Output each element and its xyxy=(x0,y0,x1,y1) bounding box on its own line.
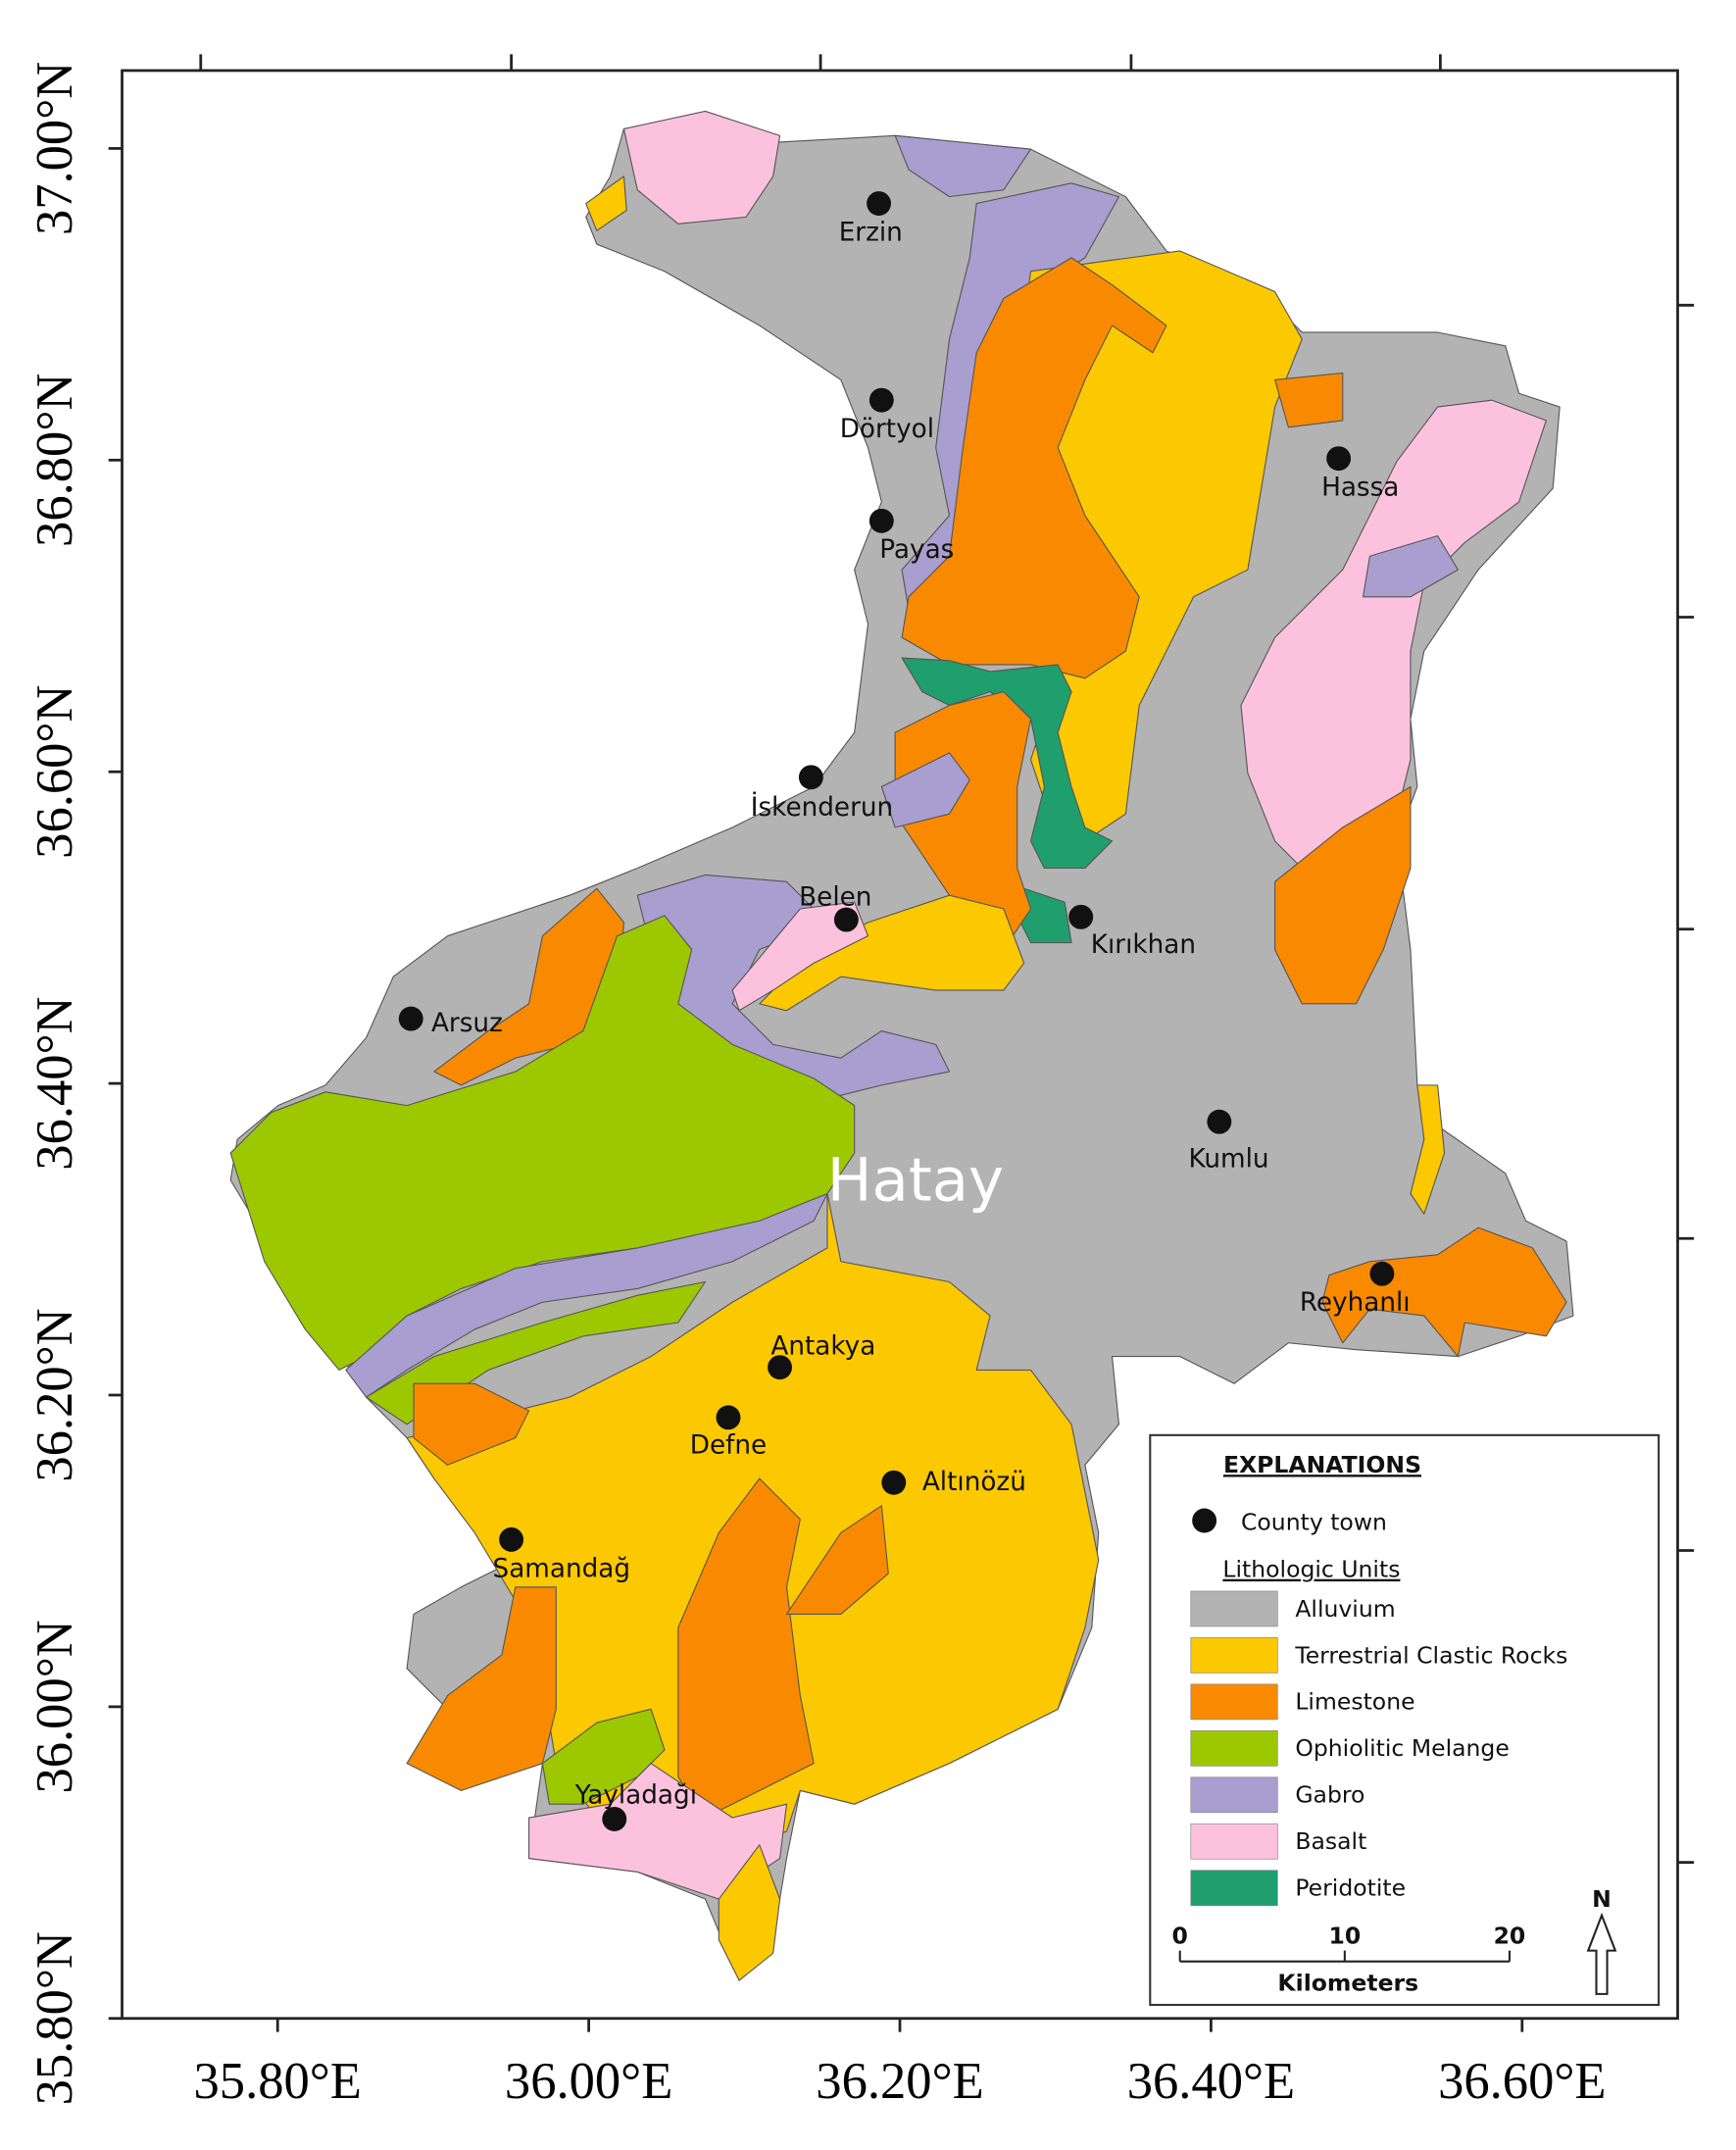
x-tick-label: 36.60°E xyxy=(1438,2053,1606,2110)
town-label: Antakya xyxy=(770,1331,875,1361)
scale-label: 20 xyxy=(1494,1922,1526,1949)
lithology-unit xyxy=(1274,372,1344,428)
legend-title: EXPLANATIONS xyxy=(1223,1451,1421,1478)
lithology-unit xyxy=(894,134,1032,198)
legend-label: Ophiolitic Melange xyxy=(1295,1734,1509,1762)
lithology-unit xyxy=(901,257,1167,679)
town-dot xyxy=(881,1470,907,1495)
legend-label: Terrestrial Clastic Rocks xyxy=(1294,1641,1567,1669)
legend-swatch xyxy=(1190,1683,1278,1721)
north-label: N xyxy=(1592,1885,1612,1913)
legend-swatch xyxy=(1190,1776,1278,1814)
town-label: Payas xyxy=(879,535,954,565)
town-label: Defne xyxy=(690,1430,767,1460)
lithology-unit xyxy=(894,691,1032,951)
y-tick-label: 36.20°N xyxy=(26,1308,83,1481)
region-label: Hatay xyxy=(827,1145,1004,1215)
lithology-unit xyxy=(413,1382,530,1466)
lithology-unit xyxy=(1362,534,1459,598)
legend-town-label: County town xyxy=(1241,1508,1387,1535)
town-label: Hassa xyxy=(1321,474,1399,503)
x-tick-label: 36.40°E xyxy=(1127,2053,1295,2110)
legend-swatch xyxy=(1190,1823,1278,1860)
x-tick-label: 35.80°E xyxy=(194,2053,362,2110)
town-dot xyxy=(1326,446,1352,472)
town-dot xyxy=(1207,1109,1232,1134)
town-dot xyxy=(1068,904,1094,929)
town-label: Kumlu xyxy=(1188,1144,1268,1174)
legend-label: Alluvium xyxy=(1295,1595,1395,1623)
legend-swatch xyxy=(1190,1637,1278,1674)
lithology-unit xyxy=(1410,1084,1446,1215)
y-tick-label: 37.00°N xyxy=(26,62,83,235)
north-arrow xyxy=(1586,1912,1617,1995)
x-tick-label: 36.00°E xyxy=(505,2053,672,2110)
scale-label: 10 xyxy=(1328,1922,1361,1949)
town-dot xyxy=(602,1806,627,1831)
town-label: Arsuz xyxy=(431,1009,503,1038)
lithology-unit xyxy=(731,901,869,1012)
town-dot xyxy=(867,191,892,216)
town-label: Erzin xyxy=(839,218,903,247)
legend-units-title: Lithologic Units xyxy=(1222,1556,1400,1583)
legend-label: Gabro xyxy=(1295,1781,1364,1809)
y-tick-label: 36.00°N xyxy=(26,1620,83,1793)
legend-swatch xyxy=(1190,1870,1278,1907)
lithology-unit xyxy=(880,752,970,828)
x-tick-label: 36.20°E xyxy=(816,2053,983,2110)
town-dot xyxy=(499,1526,524,1552)
town-label: Kırıkhan xyxy=(1091,930,1196,960)
lithology-unit xyxy=(585,175,627,231)
scale-unit: Kilometers xyxy=(1277,1970,1418,1997)
legend-town-dot xyxy=(1192,1508,1217,1533)
lithology-unit xyxy=(622,110,781,225)
legend-box xyxy=(1149,1433,1661,2006)
lithology-layer xyxy=(229,110,1574,1981)
lithology-unit xyxy=(901,657,1114,870)
y-tick-label: 36.60°N xyxy=(26,685,83,859)
lithology-unit xyxy=(345,1193,828,1398)
town-label: Altınözü xyxy=(922,1468,1026,1497)
y-tick-label: 35.80°N xyxy=(26,1931,83,2105)
town-dot xyxy=(833,907,859,932)
town-dot xyxy=(798,765,823,790)
lithology-unit xyxy=(1321,1226,1567,1358)
town-label: İskenderun xyxy=(751,791,893,823)
town-label: Samandağ xyxy=(493,1554,631,1583)
town-dot xyxy=(868,508,894,533)
legend-label: Basalt xyxy=(1295,1827,1366,1855)
legend-swatch xyxy=(1190,1590,1278,1627)
town-dot xyxy=(868,387,894,413)
lithology-unit xyxy=(718,1844,781,1981)
lithology-unit xyxy=(1274,785,1412,1005)
y-tick-label: 36.40°N xyxy=(26,996,83,1170)
legend-label: Peridotite xyxy=(1295,1875,1406,1902)
town-dot xyxy=(768,1355,793,1380)
town-label: Yayladağı xyxy=(574,1780,697,1810)
lithology-unit xyxy=(406,1586,557,1791)
town-dot xyxy=(398,1006,423,1031)
legend-swatch xyxy=(1190,1729,1278,1767)
legend-label: Limestone xyxy=(1295,1688,1414,1716)
town-label: Dörtyol xyxy=(840,415,934,444)
lithology-unit xyxy=(528,1763,788,1900)
scale-label: 0 xyxy=(1172,1922,1188,1949)
lithology-unit xyxy=(785,1505,889,1616)
town-dot xyxy=(716,1405,741,1430)
town-dot xyxy=(1369,1261,1395,1286)
town-label: Belen xyxy=(799,882,871,912)
y-tick-label: 36.80°N xyxy=(26,374,83,547)
town-label: Reyhanlı xyxy=(1300,1288,1411,1318)
